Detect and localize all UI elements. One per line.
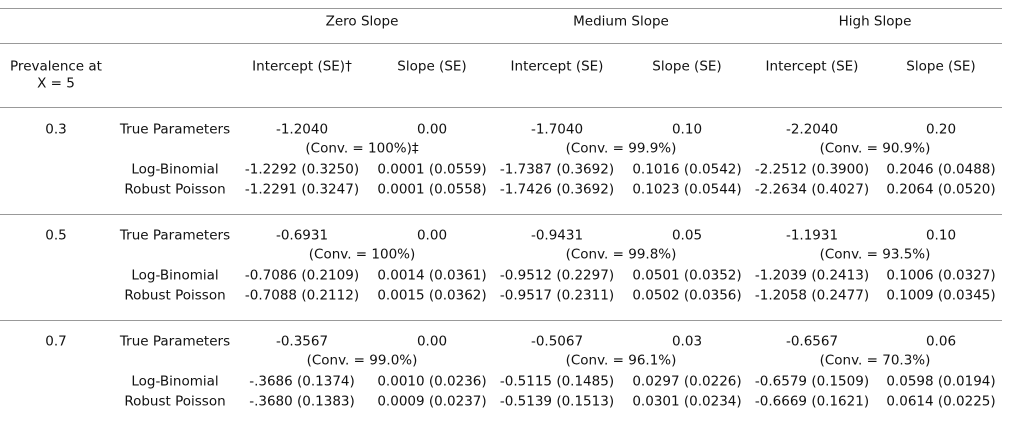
true-value: -0.3567 <box>275 333 329 350</box>
true-value: -1.1931 <box>785 227 839 244</box>
cell: -.3680 (0.1383) <box>249 393 355 410</box>
row-label: True Parameters <box>119 227 231 244</box>
group-header: High Slope <box>838 13 912 30</box>
cell: 0.0014 (0.0361) <box>377 267 487 284</box>
column-header: Intercept (SE) <box>510 58 604 75</box>
cell: -2.2634 (0.4027) <box>754 181 870 198</box>
cell: 0.0502 (0.0356) <box>632 287 742 304</box>
true-value: 0.03 <box>671 333 703 350</box>
convergence: (Conv. = 99.9%) <box>565 140 677 157</box>
cell: 0.1016 (0.0542) <box>632 161 742 178</box>
true-value: 0.05 <box>671 227 703 244</box>
cell: -2.2512 (0.3900) <box>754 161 870 178</box>
true-value: -1.2040 <box>275 121 329 138</box>
convergence: (Conv. = 70.3%) <box>819 352 931 369</box>
group-header: Zero Slope <box>325 13 399 30</box>
column-header: Slope (SE) <box>397 58 467 75</box>
rule <box>0 107 1002 108</box>
row-label: True Parameters <box>119 333 231 350</box>
true-value: 0.00 <box>416 121 448 138</box>
true-value: -1.7040 <box>530 121 584 138</box>
cell: -0.6579 (0.1509) <box>754 373 870 390</box>
cell: -1.7387 (0.3692) <box>499 161 615 178</box>
true-value: 0.10 <box>925 227 957 244</box>
rule <box>0 8 1002 9</box>
cell: 0.0297 (0.0226) <box>632 373 742 390</box>
prevalence: 0.3 <box>45 121 67 138</box>
cell: 0.0001 (0.0558) <box>377 181 487 198</box>
convergence: (Conv. = 100%)‡ <box>305 140 419 157</box>
true-value: -2.2040 <box>785 121 839 138</box>
group-header: Medium Slope <box>573 13 669 30</box>
row-label: Log-Binomial <box>131 161 219 178</box>
cell: 0.0614 (0.0225) <box>886 393 996 410</box>
cell: 0.0301 (0.0234) <box>632 393 742 410</box>
cell: -1.2292 (0.3250) <box>244 161 360 178</box>
cell: 0.2064 (0.0520) <box>886 181 996 198</box>
row-label: Robust Poisson <box>124 287 226 304</box>
cell: -0.5115 (0.1485) <box>499 373 615 390</box>
true-value: -0.6567 <box>785 333 839 350</box>
cell: 0.0598 (0.0194) <box>886 373 996 390</box>
convergence: (Conv. = 100%) <box>308 246 416 263</box>
convergence: (Conv. = 93.5%) <box>819 246 931 263</box>
row-label: Robust Poisson <box>124 393 226 410</box>
true-value: -0.5067 <box>530 333 584 350</box>
column-header: Slope (SE) <box>906 58 976 75</box>
cell: -0.9517 (0.2311) <box>499 287 615 304</box>
cell: -1.2039 (0.2413) <box>754 267 870 284</box>
cell: 0.2046 (0.0488) <box>886 161 996 178</box>
row-label: True Parameters <box>119 121 231 138</box>
cell: 0.0001 (0.0559) <box>377 161 487 178</box>
cell: -0.6669 (0.1621) <box>754 393 870 410</box>
cell: -0.7088 (0.2112) <box>244 287 360 304</box>
cell: 0.0015 (0.0362) <box>377 287 487 304</box>
rule <box>0 320 1002 321</box>
prevalence-header: X = 5 <box>37 75 75 92</box>
true-value: 0.00 <box>416 227 448 244</box>
convergence: (Conv. = 99.8%) <box>565 246 677 263</box>
cell: 0.0501 (0.0352) <box>632 267 742 284</box>
convergence: (Conv. = 96.1%) <box>565 352 677 369</box>
cell: -1.2291 (0.3247) <box>244 181 360 198</box>
true-value: -0.9431 <box>530 227 584 244</box>
row-label: Log-Binomial <box>131 267 219 284</box>
cell: -1.2058 (0.2477) <box>754 287 870 304</box>
column-header: Slope (SE) <box>652 58 722 75</box>
cell: 0.1023 (0.0544) <box>632 181 742 198</box>
cell: 0.1009 (0.0345) <box>886 287 996 304</box>
prevalence-header: Prevalence at <box>10 58 102 75</box>
true-value: 0.20 <box>925 121 957 138</box>
cell: -.3686 (0.1374) <box>249 373 355 390</box>
true-value: 0.10 <box>671 121 703 138</box>
cell: 0.0010 (0.0236) <box>377 373 487 390</box>
cell: -0.7086 (0.2109) <box>244 267 360 284</box>
convergence: (Conv. = 99.0%) <box>306 352 418 369</box>
cell: -0.9512 (0.2297) <box>499 267 615 284</box>
prevalence: 0.5 <box>45 227 67 244</box>
true-value: 0.06 <box>925 333 957 350</box>
convergence: (Conv. = 90.9%) <box>819 140 931 157</box>
rule <box>0 214 1002 215</box>
row-label: Robust Poisson <box>124 181 226 198</box>
cell: -1.7426 (0.3692) <box>499 181 615 198</box>
cell: -0.5139 (0.1513) <box>499 393 615 410</box>
cell: 0.1006 (0.0327) <box>886 267 996 284</box>
rule <box>0 43 1002 44</box>
true-value: 0.00 <box>416 333 448 350</box>
row-label: Log-Binomial <box>131 373 219 390</box>
prevalence: 0.7 <box>45 333 67 350</box>
column-header: Intercept (SE)† <box>252 58 352 75</box>
true-value: -0.6931 <box>275 227 329 244</box>
column-header: Intercept (SE) <box>765 58 859 75</box>
cell: 0.0009 (0.0237) <box>377 393 487 410</box>
